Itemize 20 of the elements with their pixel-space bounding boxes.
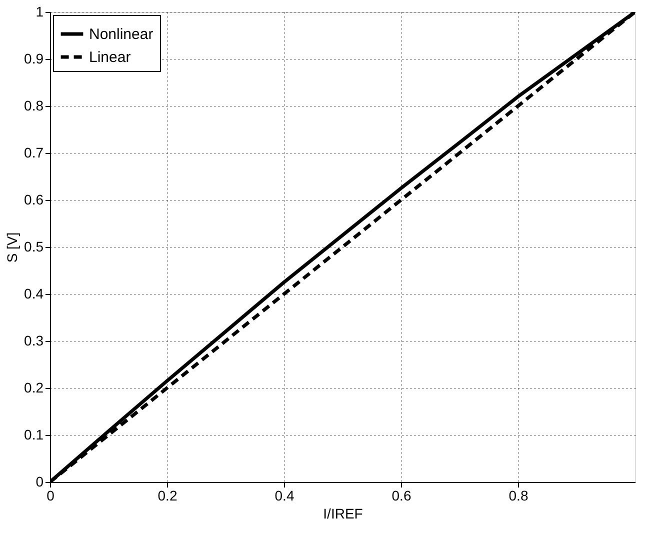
y-tick-label: 1 — [36, 4, 44, 20]
x-tick-label: 0.2 — [158, 488, 178, 504]
x-tick-label: 0 — [46, 488, 55, 504]
y-tick-label: 0 — [36, 474, 44, 490]
y-tick-label: 0.5 — [24, 238, 44, 254]
x-axis-title: I/IREF — [323, 506, 363, 522]
x-tick-label: 0.8 — [508, 488, 528, 504]
y-tick-label: 0.1 — [24, 426, 44, 442]
legend-label: Linear — [89, 49, 131, 66]
y-tick-label: 0.9 — [24, 50, 44, 66]
y-axis-title: S [V] — [4, 232, 20, 263]
y-tick-label: 0.6 — [24, 192, 44, 208]
legend-label: Nonlinear — [89, 26, 154, 43]
x-tick-label: 0.6 — [392, 488, 412, 504]
y-tick-label: 0.4 — [24, 286, 44, 302]
x-tick-label: 0.4 — [274, 488, 294, 504]
y-tick-label: 0.8 — [24, 98, 44, 114]
y-tick-label: 0.3 — [24, 332, 44, 348]
y-tick-label: 0.7 — [24, 144, 44, 160]
y-tick-label: 0.2 — [24, 380, 44, 396]
